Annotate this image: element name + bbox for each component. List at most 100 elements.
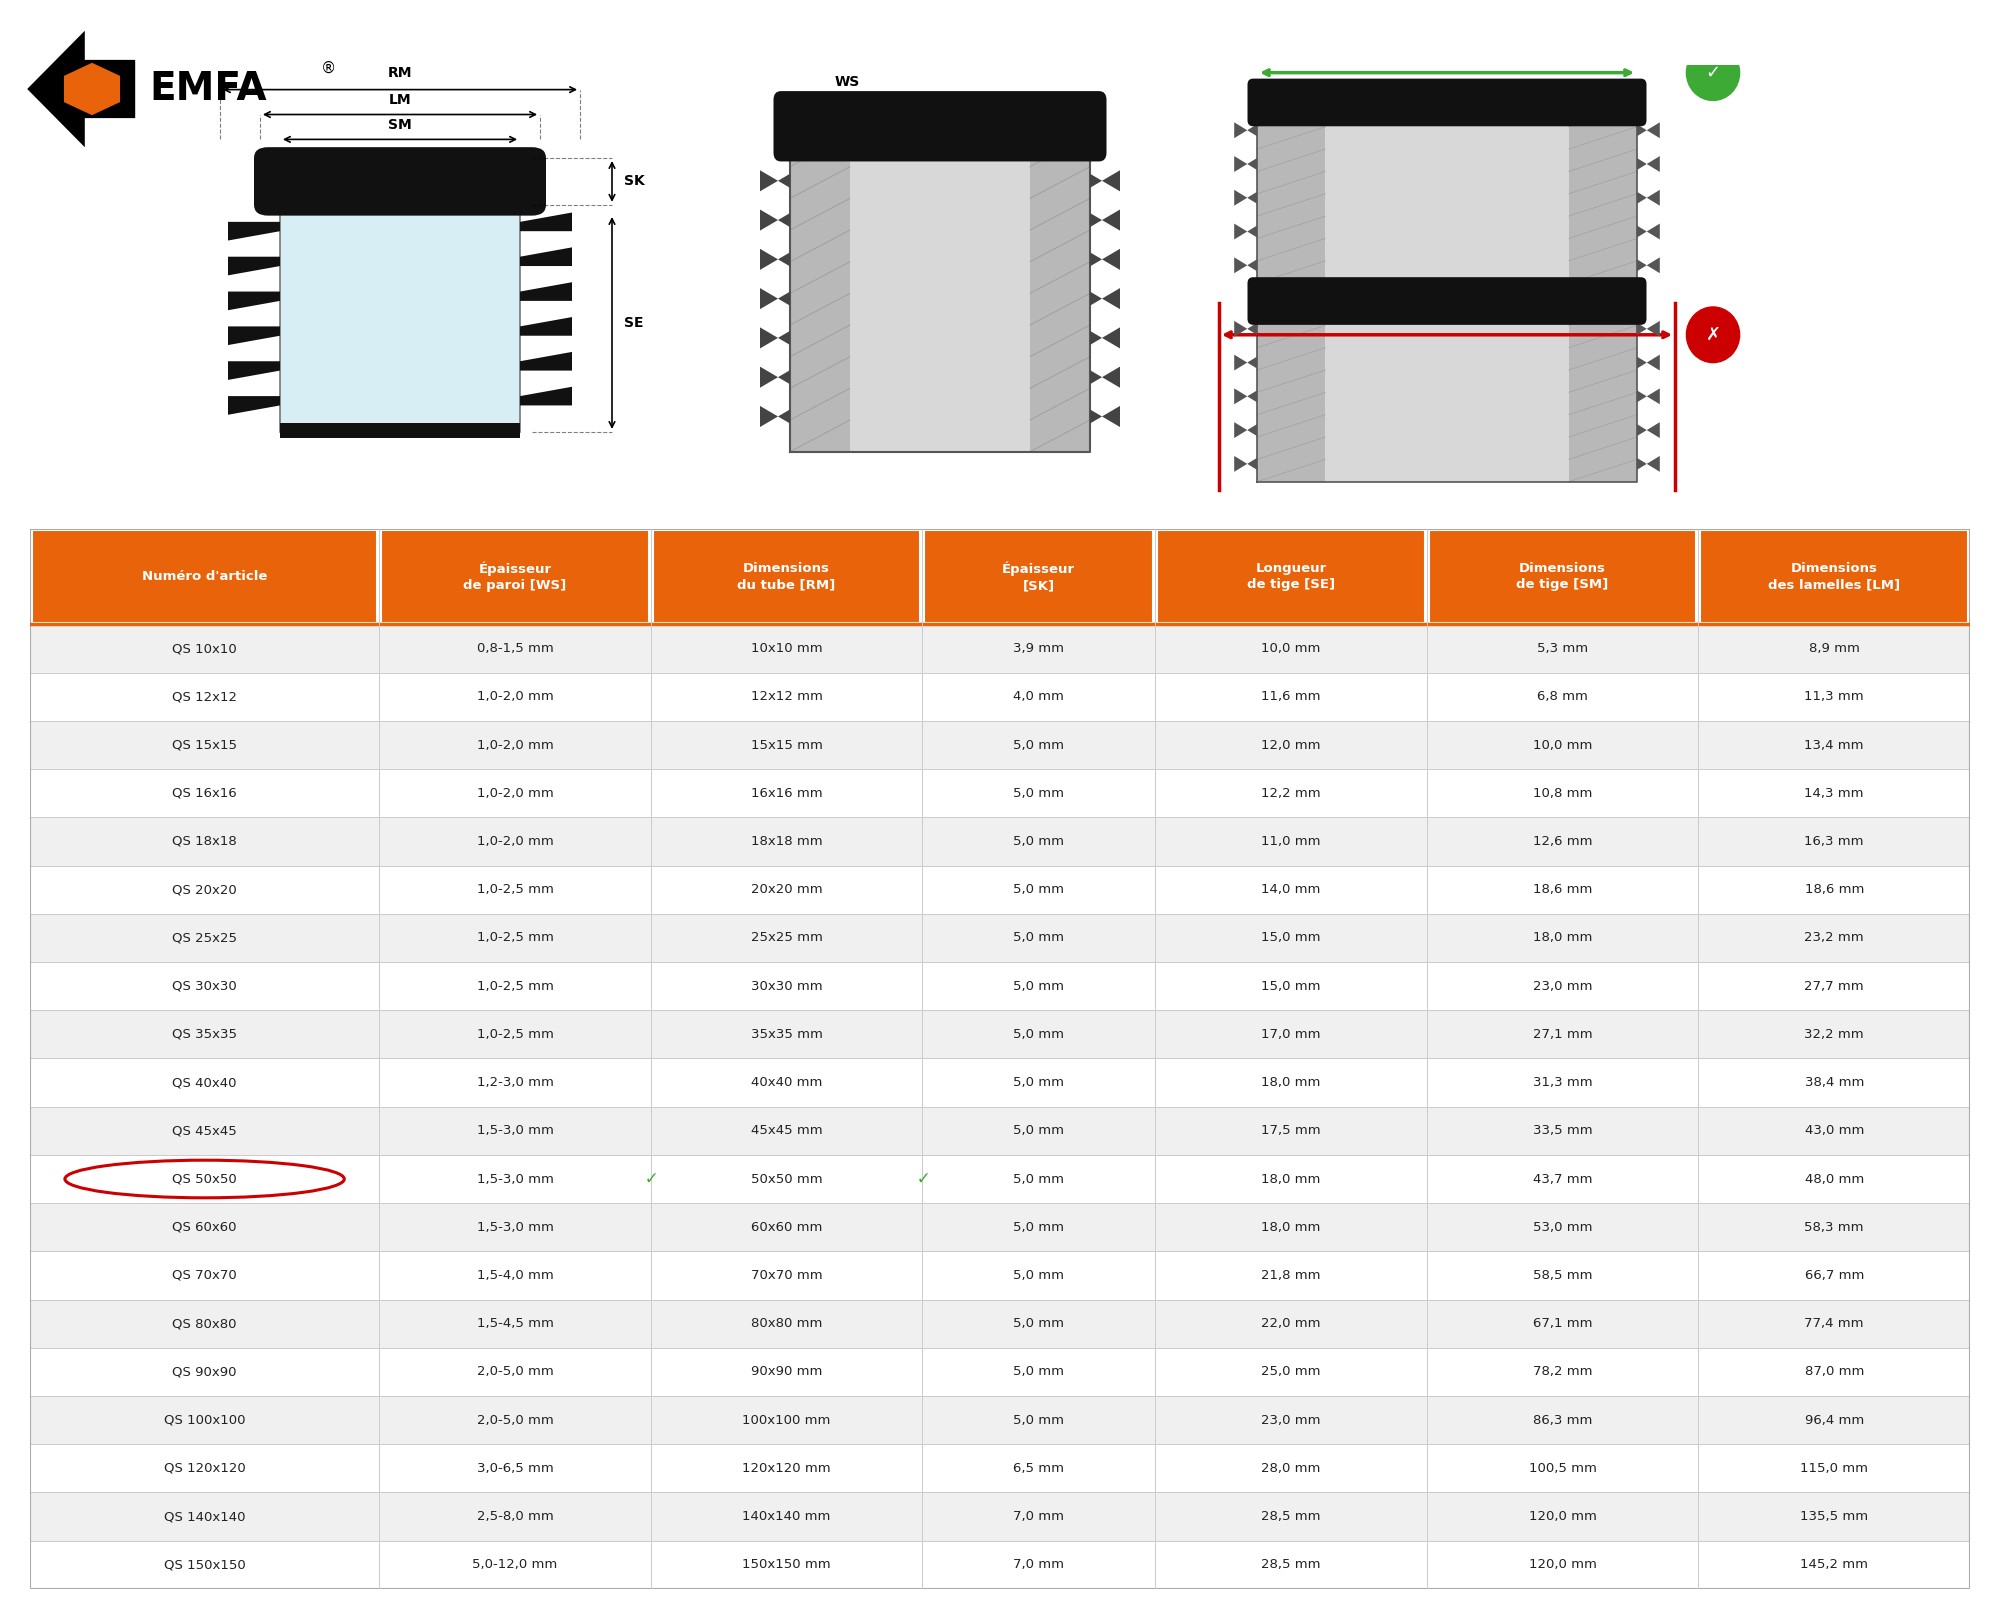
Text: 5,0 mm: 5,0 mm (1014, 883, 1064, 896)
Text: 2,0-5,0 mm: 2,0-5,0 mm (476, 1414, 554, 1427)
FancyBboxPatch shape (1426, 1010, 1698, 1058)
Polygon shape (1090, 367, 1120, 388)
FancyBboxPatch shape (1156, 1010, 1426, 1058)
Text: ✗: ✗ (1706, 325, 1720, 343)
Text: 7,0 mm: 7,0 mm (1014, 1558, 1064, 1571)
Polygon shape (1234, 189, 1258, 205)
Text: ✓: ✓ (1706, 63, 1720, 81)
FancyBboxPatch shape (1426, 769, 1698, 817)
Polygon shape (850, 134, 1030, 451)
FancyBboxPatch shape (1426, 817, 1698, 866)
Text: 20x20 mm: 20x20 mm (750, 883, 822, 896)
FancyBboxPatch shape (1698, 769, 1970, 817)
Text: 30x30 mm: 30x30 mm (750, 979, 822, 992)
FancyBboxPatch shape (380, 914, 650, 963)
Polygon shape (228, 222, 280, 241)
Text: 10x10 mm: 10x10 mm (750, 642, 822, 655)
FancyBboxPatch shape (30, 866, 380, 914)
Text: 50x50 mm: 50x50 mm (750, 1173, 822, 1186)
Polygon shape (1234, 320, 1258, 337)
Text: 40x40 mm: 40x40 mm (750, 1076, 822, 1089)
Text: 1,0-2,5 mm: 1,0-2,5 mm (476, 932, 554, 945)
Polygon shape (760, 209, 790, 231)
Text: 16,3 mm: 16,3 mm (1804, 835, 1864, 848)
Text: 5,0 mm: 5,0 mm (1014, 979, 1064, 992)
Text: SK: SK (624, 175, 644, 188)
Text: 3,0-6,5 mm: 3,0-6,5 mm (476, 1461, 554, 1476)
Text: 66,7 mm: 66,7 mm (1804, 1269, 1864, 1281)
FancyBboxPatch shape (380, 1492, 650, 1540)
Text: ✓: ✓ (910, 1170, 930, 1188)
Text: QS 60x60: QS 60x60 (172, 1220, 236, 1233)
Text: 12x12 mm: 12x12 mm (750, 691, 822, 704)
FancyBboxPatch shape (1698, 1155, 1970, 1204)
FancyBboxPatch shape (650, 625, 922, 673)
FancyBboxPatch shape (30, 1107, 380, 1155)
Polygon shape (1234, 123, 1258, 138)
FancyBboxPatch shape (1698, 722, 1970, 769)
FancyBboxPatch shape (650, 1058, 922, 1107)
Text: 5,0 mm: 5,0 mm (1014, 1173, 1064, 1186)
Polygon shape (228, 291, 280, 311)
FancyBboxPatch shape (30, 769, 380, 817)
Text: 32,2 mm: 32,2 mm (1804, 1027, 1864, 1040)
Polygon shape (1234, 456, 1258, 472)
Text: QS 40x40: QS 40x40 (172, 1076, 236, 1089)
FancyBboxPatch shape (380, 1107, 650, 1155)
Polygon shape (1568, 105, 1636, 283)
Text: 5,0 mm: 5,0 mm (1014, 1125, 1064, 1137)
Text: Épaisseur
de paroi [WS]: Épaisseur de paroi [WS] (464, 561, 566, 592)
FancyBboxPatch shape (1426, 1445, 1698, 1492)
FancyBboxPatch shape (1426, 1396, 1698, 1445)
FancyBboxPatch shape (380, 1010, 650, 1058)
Polygon shape (760, 327, 790, 348)
Text: 12,6 mm: 12,6 mm (1532, 835, 1592, 848)
Text: QS 150x150: QS 150x150 (164, 1558, 246, 1571)
Polygon shape (790, 134, 850, 451)
Text: 86,3 mm: 86,3 mm (1532, 1414, 1592, 1427)
Polygon shape (1326, 105, 1568, 283)
Text: 18,0 mm: 18,0 mm (1262, 1076, 1320, 1089)
Text: QS 120x120: QS 120x120 (164, 1461, 246, 1476)
Polygon shape (520, 387, 572, 406)
Polygon shape (228, 257, 280, 275)
FancyBboxPatch shape (922, 1396, 1156, 1445)
FancyBboxPatch shape (922, 722, 1156, 769)
Text: 11,6 mm: 11,6 mm (1262, 691, 1320, 704)
Text: 1,0-2,0 mm: 1,0-2,0 mm (476, 835, 554, 848)
Text: 78,2 mm: 78,2 mm (1532, 1366, 1592, 1379)
FancyBboxPatch shape (650, 1396, 922, 1445)
Text: 80x80 mm: 80x80 mm (750, 1317, 822, 1330)
FancyBboxPatch shape (1426, 866, 1698, 914)
Text: 25x25 mm: 25x25 mm (750, 932, 822, 945)
Text: QS 25x25: QS 25x25 (172, 932, 238, 945)
Text: 140x140 mm: 140x140 mm (742, 1510, 830, 1523)
Text: 2,5-8,0 mm: 2,5-8,0 mm (476, 1510, 554, 1523)
Polygon shape (1636, 123, 1660, 138)
FancyBboxPatch shape (774, 91, 1106, 162)
Text: 1,0-2,0 mm: 1,0-2,0 mm (476, 691, 554, 704)
Text: 5,0 mm: 5,0 mm (1014, 786, 1064, 799)
Text: 120,0 mm: 120,0 mm (1528, 1510, 1596, 1523)
Text: 15x15 mm: 15x15 mm (750, 738, 822, 751)
Polygon shape (228, 327, 280, 345)
FancyBboxPatch shape (30, 1445, 380, 1492)
Polygon shape (760, 367, 790, 388)
Text: 1,5-3,0 mm: 1,5-3,0 mm (476, 1220, 554, 1233)
Text: SE: SE (624, 316, 644, 330)
FancyBboxPatch shape (30, 673, 380, 722)
Text: 77,4 mm: 77,4 mm (1804, 1317, 1864, 1330)
Text: 16x16 mm: 16x16 mm (750, 786, 822, 799)
FancyBboxPatch shape (380, 769, 650, 817)
FancyBboxPatch shape (1698, 914, 1970, 963)
Polygon shape (1234, 388, 1258, 404)
FancyBboxPatch shape (922, 817, 1156, 866)
FancyBboxPatch shape (650, 722, 922, 769)
FancyBboxPatch shape (650, 817, 922, 866)
Text: 5,0-12,0 mm: 5,0-12,0 mm (472, 1558, 558, 1571)
Text: 23,2 mm: 23,2 mm (1804, 932, 1864, 945)
Text: 1,5-3,0 mm: 1,5-3,0 mm (476, 1173, 554, 1186)
Text: 23,0 mm: 23,0 mm (1532, 979, 1592, 992)
FancyBboxPatch shape (650, 673, 922, 722)
Text: 3,9 mm: 3,9 mm (1014, 642, 1064, 655)
